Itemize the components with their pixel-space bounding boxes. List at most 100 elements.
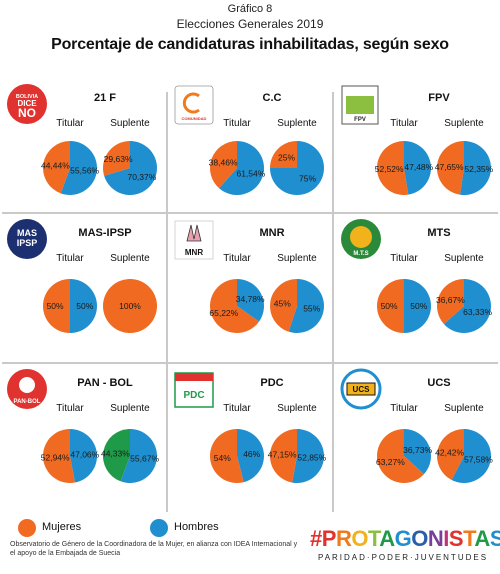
pie-slice-mujeres (270, 141, 297, 168)
brand-letter: G (394, 526, 412, 551)
column-label-titular: Titular (223, 253, 251, 264)
party-panel: MAS-IPSP Titular Suplente MAS IPSP 50% 50% 100% (0, 213, 166, 353)
column-label-suplente: Suplente (277, 403, 317, 414)
party-charts: UCS 36,73% 63,27% 57,58%42,42% (340, 368, 493, 483)
svg-text:IPSP: IPSP (17, 238, 38, 248)
brand-letter: S (448, 526, 464, 551)
pie-slice-mujeres (377, 279, 404, 333)
svg-text:PDC: PDC (183, 390, 204, 401)
pie-titular-2: 47,48%52,52% (375, 141, 434, 195)
pie-slice-hombres (404, 279, 431, 333)
brand-letter: P (321, 526, 337, 551)
brand-letter: R (335, 526, 352, 551)
pie-titular-5: 50% 50% (377, 279, 431, 333)
pie-suplente-3: 100% (103, 279, 157, 333)
legend-mujeres-swatch (18, 519, 36, 537)
svg-text:FPV: FPV (354, 117, 366, 123)
data-label-mujeres: 65,22% (209, 308, 238, 318)
pie-slice-mujeres (103, 279, 157, 333)
brand-letter: N (427, 526, 444, 551)
pie-suplente-4: 55% 45% (269, 279, 324, 333)
pie-suplente-5: 63,33% 36,67% (436, 279, 492, 333)
data-label-hombres: 50% (410, 301, 427, 311)
pie-slice-mujeres (269, 429, 297, 483)
pie-slice-hombres (60, 141, 97, 195)
party-charts: PDC 46% 54% 52,85%47,15% (174, 372, 327, 483)
data-label-mujeres: 63,27% (376, 457, 405, 467)
data-label-hombres: 63,33% (463, 307, 492, 317)
svg-text:BOLIVIA: BOLIVIA (16, 94, 38, 100)
column-label-titular: Titular (390, 403, 418, 414)
data-label-hombres: 57,58% (464, 455, 493, 465)
legend-hombres-label: Hombres (174, 521, 219, 533)
data-label-mujeres: 29,63% (104, 154, 133, 164)
pie-titular-8: 36,73% 63,27% (376, 429, 432, 483)
data-label-hombres: 52,85% (297, 452, 326, 462)
svg-text:MNR: MNR (185, 248, 203, 257)
protagonistas-tagline: PARIDAD·PODER·JUVENTUDES (317, 553, 489, 562)
brand-letter: A (474, 526, 490, 551)
pie-slice-hombres (404, 429, 432, 475)
pie-slice-mujeres (437, 279, 464, 325)
pie-slice-mujeres (42, 141, 70, 194)
chart-title: Porcentaje de candidaturas inhabilitadas… (51, 36, 449, 53)
party-charts: MNR 34,78% 65,22% 55% 45% (174, 220, 324, 333)
brand-letter: I (443, 526, 449, 551)
pie-slice-mujeres (376, 141, 409, 195)
pie-titular-3: 50% 50% (43, 279, 97, 333)
data-label-hombres: 50% (76, 301, 93, 311)
data-label-mujeres: 52,52% (375, 164, 404, 174)
grid-divider-vertical-1 (166, 92, 168, 512)
data-label-hombres: 61,54% (236, 168, 265, 178)
column-label-suplente: Suplente (444, 403, 484, 414)
data-label-mujeres: 36,67% (436, 295, 465, 305)
data-label-hombres: 46% (243, 449, 260, 459)
pie-slice-mujeres (436, 140, 464, 195)
data-label-mujeres: 50% (381, 301, 398, 311)
party-panel: FPV Titular Suplente FPV 47,48% 52,52% 52,35% 4… (334, 78, 500, 218)
data-label-mujeres: 45% (274, 299, 291, 309)
pie-slice-hombres (292, 429, 324, 483)
pie-slice-mujeres (42, 429, 75, 483)
party-name: 21 F (93, 92, 116, 104)
data-label-hombres: 55,56% (70, 166, 99, 176)
data-label-mujeres: 100% (119, 301, 141, 311)
pie-slice-mujeres (209, 429, 244, 483)
svg-text:NO: NO (18, 106, 36, 120)
column-label-titular: Titular (390, 118, 418, 129)
pie-titular-4: 34,78% 65,22% (209, 279, 265, 333)
data-label-mujeres: 25% (278, 153, 295, 163)
ucs-logo: UCS (340, 368, 382, 410)
pan-bol-logo: PAN-BOL (7, 369, 47, 409)
pie-slice-hombres (70, 279, 97, 333)
comunidad-ciudadana-logo: COMUNIDAD (174, 85, 214, 125)
party-panel: PDC Titular Suplente PDC 46% 54% 52,85% 47,15% (167, 363, 333, 503)
pie-slice-hombres (120, 429, 158, 483)
pie-slice-mujeres (43, 279, 70, 333)
pie-slice-mujeres (103, 429, 130, 482)
party-panel: MTS Titular Suplente M.T.S 50% 50% 63,33% 36,67… (334, 213, 500, 353)
pie-slice-hombres (237, 279, 265, 322)
data-label-mujeres: 47,65% (435, 162, 464, 172)
legend-mujeres-label: Mujeres (42, 521, 82, 533)
mts-logo: M.T.S (341, 219, 381, 259)
data-label-mujeres: 42,42% (435, 448, 464, 458)
legend-hombres-swatch (150, 519, 168, 537)
data-label-mujeres: 54% (214, 453, 231, 463)
source-footnote: Observatorio de Género de la Coordinador… (10, 541, 298, 557)
data-label-mujeres: 50% (47, 301, 64, 311)
column-label-suplente: Suplente (110, 118, 150, 129)
pie-slice-hombres (219, 141, 264, 195)
data-label-hombres: 52,35% (464, 164, 493, 174)
svg-text:DICE: DICE (17, 99, 37, 108)
party-panel: PAN - BOL Titular Suplente PAN-BOL 47,06% 52,… (0, 363, 166, 503)
party-name: FPV (428, 92, 450, 104)
data-label-hombres: 34,78% (236, 294, 265, 304)
data-label-mujeres: 38,46% (209, 158, 238, 168)
data-label-mujeres: 44,44% (41, 160, 70, 170)
party-name: UCS (427, 377, 451, 389)
party-panel: C.C Titular Suplente COMUNIDAD 61,54% 38,46% 7… (167, 78, 333, 218)
